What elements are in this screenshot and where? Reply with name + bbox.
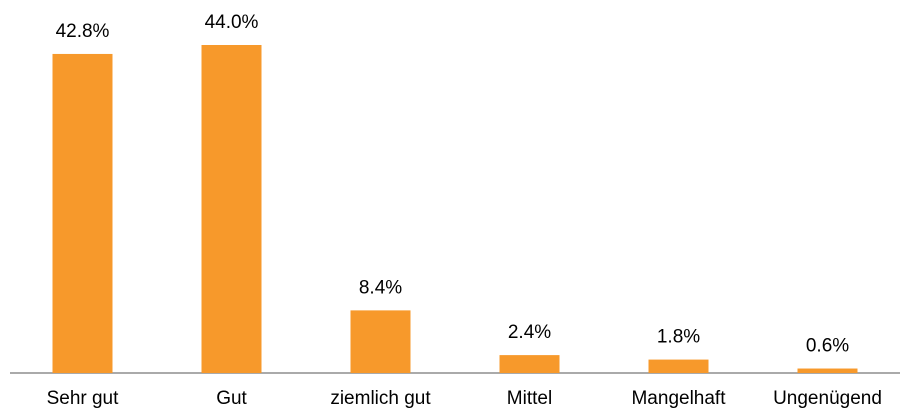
- x-tick-label: Mittel: [507, 388, 552, 409]
- x-tick-label: Sehr gut: [47, 388, 120, 409]
- bar: [350, 310, 411, 373]
- value-label: 44.0%: [205, 12, 259, 33]
- value-label: 2.4%: [508, 322, 551, 343]
- value-label: 1.8%: [657, 327, 700, 348]
- x-tick-label: Mangelhaft: [631, 388, 726, 409]
- value-label: 0.6%: [806, 336, 849, 357]
- bar: [499, 355, 560, 373]
- value-label: 8.4%: [359, 277, 402, 298]
- x-tick-label: ziemlich gut: [330, 388, 431, 409]
- x-tick-label: Gut: [216, 388, 247, 409]
- x-tick-label: Ungenügend: [773, 388, 882, 409]
- bar: [797, 368, 858, 373]
- bar: [201, 45, 262, 373]
- bar: [52, 53, 113, 373]
- value-label: 42.8%: [56, 21, 110, 42]
- bar: [648, 359, 709, 373]
